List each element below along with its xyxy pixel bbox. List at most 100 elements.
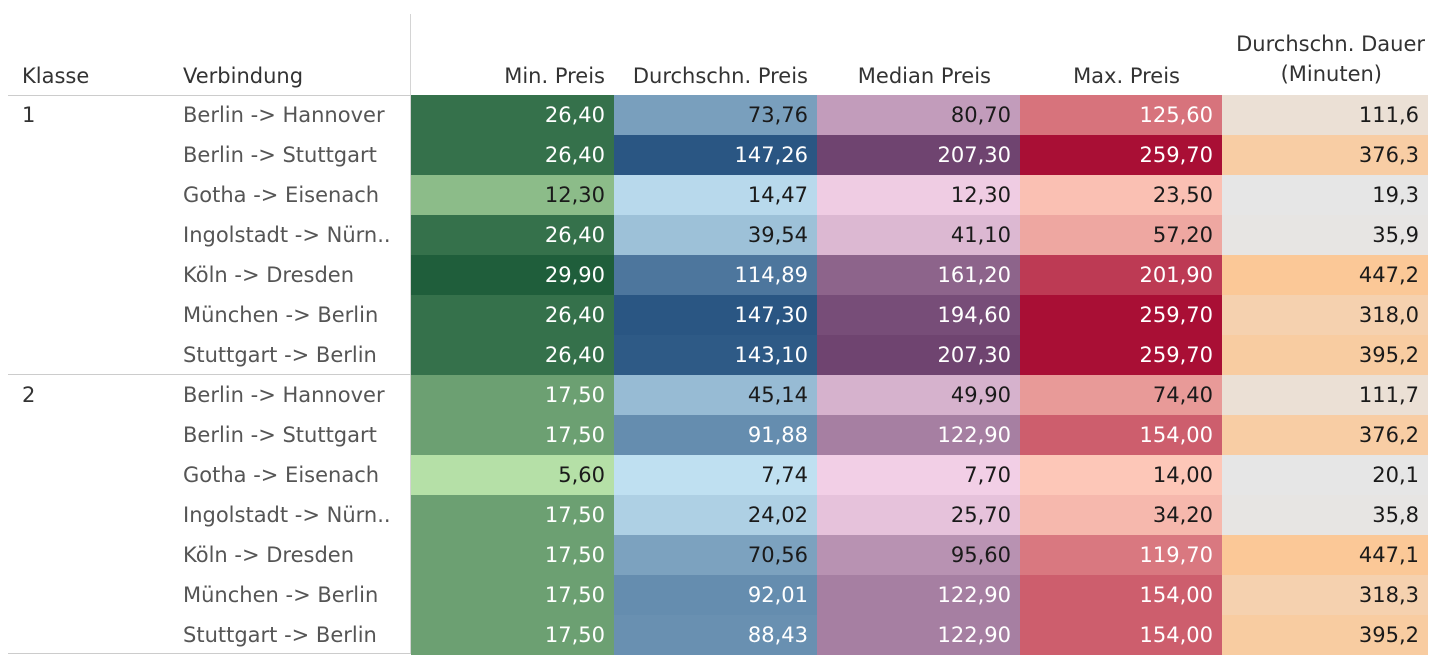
header-verbindung: Verbindung	[183, 64, 304, 88]
durchschn-dauer-cell: 395,2	[1222, 335, 1428, 375]
durchschn-preis-cell: 114,89	[614, 255, 817, 295]
table-row: Gotha -> Eisenach 12,30 14,47 12,30 23,50 19,…	[0, 175, 1436, 215]
verbindung-cell: Berlin -> Hannover	[183, 383, 385, 407]
verbindung-cell: Berlin -> Stuttgart	[183, 423, 377, 447]
max-preis-cell: 154,00	[1020, 615, 1222, 655]
max-preis-cell: 201,90	[1020, 255, 1222, 295]
header-dauer-line1: Durchschn. Dauer	[1236, 32, 1425, 56]
median-preis-cell: 25,70	[817, 495, 1020, 535]
durchschn-dauer-cell: 111,7	[1222, 375, 1428, 415]
durchschn-preis-cell: 70,56	[614, 535, 817, 575]
min-preis-cell: 5,60	[411, 455, 614, 495]
max-preis-cell: 259,70	[1020, 295, 1222, 335]
max-preis-cell: 259,70	[1020, 335, 1222, 375]
median-preis-cell: 161,20	[817, 255, 1020, 295]
header-min-preis: Min. Preis	[504, 64, 605, 88]
durchschn-preis-cell: 92,01	[614, 575, 817, 615]
median-preis-cell: 49,90	[817, 375, 1020, 415]
min-preis-cell: 17,50	[411, 375, 614, 415]
durchschn-dauer-cell: 318,3	[1222, 575, 1428, 615]
verbindung-cell: Gotha -> Eisenach	[183, 183, 380, 207]
min-preis-cell: 17,50	[411, 495, 614, 535]
max-preis-cell: 34,20	[1020, 495, 1222, 535]
min-preis-cell: 26,40	[411, 215, 614, 255]
median-preis-cell: 194,60	[817, 295, 1020, 335]
verbindung-cell: Köln -> Dresden	[183, 543, 355, 567]
durchschn-dauer-cell: 376,3	[1222, 135, 1428, 175]
durchschn-preis-cell: 88,43	[614, 615, 817, 655]
table-row: Ingolstadt -> Nürn.. 26,40 39,54 41,10 57,20…	[0, 215, 1436, 255]
median-preis-cell: 122,90	[817, 615, 1020, 655]
durchschn-dauer-cell: 376,2	[1222, 415, 1428, 455]
durchschn-dauer-cell: 35,8	[1222, 495, 1428, 535]
durchschn-preis-cell: 7,74	[614, 455, 817, 495]
table-row: Berlin -> Hannover 17,50 45,14 49,90 74,40 11…	[0, 375, 1436, 415]
min-preis-cell: 26,40	[411, 335, 614, 375]
min-preis-cell: 26,40	[411, 95, 614, 135]
max-preis-cell: 119,70	[1020, 535, 1222, 575]
durchschn-preis-cell: 39,54	[614, 215, 817, 255]
median-preis-cell: 207,30	[817, 335, 1020, 375]
median-preis-cell: 12,30	[817, 175, 1020, 215]
table-row: Köln -> Dresden 17,50 70,56 95,60 119,70 447,…	[0, 535, 1436, 575]
verbindung-cell: Stuttgart -> Berlin	[183, 623, 377, 647]
durchschn-preis-cell: 14,47	[614, 175, 817, 215]
min-preis-cell: 17,50	[411, 535, 614, 575]
table-row: München -> Berlin 26,40 147,30 194,60 259,70…	[0, 295, 1436, 335]
table-row: Stuttgart -> Berlin 26,40 143,10 207,30 259,…	[0, 335, 1436, 375]
verbindung-cell: München -> Berlin	[183, 303, 379, 327]
table-row: Berlin -> Stuttgart 17,50 91,88 122,90 154,0…	[0, 415, 1436, 455]
header-dauer-line2: (Minuten)	[1280, 62, 1382, 86]
table-row: München -> Berlin 17,50 92,01 122,90 154,00 3…	[0, 575, 1436, 615]
median-preis-cell: 95,60	[817, 535, 1020, 575]
min-preis-cell: 12,30	[411, 175, 614, 215]
verbindung-cell: Berlin -> Stuttgart	[183, 143, 377, 167]
table-row: Stuttgart -> Berlin 17,50 88,43 122,90 154,0…	[0, 615, 1436, 655]
durchschn-dauer-cell: 395,2	[1222, 615, 1428, 655]
durchschn-dauer-cell: 447,2	[1222, 255, 1428, 295]
verbindung-cell: Ingolstadt -> Nürn..	[183, 503, 391, 527]
max-preis-cell: 14,00	[1020, 455, 1222, 495]
durchschn-preis-cell: 91,88	[614, 415, 817, 455]
min-preis-cell: 29,90	[411, 255, 614, 295]
durchschn-preis-cell: 147,26	[614, 135, 817, 175]
durchschn-dauer-cell: 318,0	[1222, 295, 1428, 335]
durchschn-preis-cell: 143,10	[614, 335, 817, 375]
durchschn-dauer-cell: 19,3	[1222, 175, 1428, 215]
durchschn-dauer-cell: 447,1	[1222, 535, 1428, 575]
min-preis-cell: 17,50	[411, 415, 614, 455]
durchschn-dauer-cell: 111,6	[1222, 95, 1428, 135]
min-preis-cell: 17,50	[411, 615, 614, 655]
median-preis-cell: 41,10	[817, 215, 1020, 255]
header-klasse: Klasse	[22, 64, 90, 88]
header-median-preis: Median Preis	[857, 64, 991, 88]
median-preis-cell: 207,30	[817, 135, 1020, 175]
table-row: Berlin -> Hannover 26,40 73,76 80,70 125,60 1…	[0, 95, 1436, 135]
klasse-label: 1	[22, 103, 36, 127]
klasse-label: 2	[22, 383, 36, 407]
max-preis-cell: 125,60	[1020, 95, 1222, 135]
durchschn-preis-cell: 147,30	[614, 295, 817, 335]
durchschn-preis-cell: 45,14	[614, 375, 817, 415]
min-preis-cell: 26,40	[411, 135, 614, 175]
durchschn-dauer-cell: 35,9	[1222, 215, 1428, 255]
median-preis-cell: 80,70	[817, 95, 1020, 135]
median-preis-cell: 122,90	[817, 575, 1020, 615]
durchschn-preis-cell: 24,02	[614, 495, 817, 535]
verbindung-cell: Gotha -> Eisenach	[183, 463, 380, 487]
verbindung-cell: Stuttgart -> Berlin	[183, 343, 377, 367]
max-preis-cell: 74,40	[1020, 375, 1222, 415]
max-preis-cell: 259,70	[1020, 135, 1222, 175]
verbindung-cell: Berlin -> Hannover	[183, 103, 385, 127]
median-preis-cell: 122,90	[817, 415, 1020, 455]
verbindung-cell: München -> Berlin	[183, 583, 379, 607]
column-divider	[410, 14, 411, 654]
max-preis-cell: 154,00	[1020, 415, 1222, 455]
durchschn-preis-cell: 73,76	[614, 95, 817, 135]
table-row: Köln -> Dresden 29,90 114,89 161,20 201,90 44…	[0, 255, 1436, 295]
table-row: Berlin -> Stuttgart 26,40 147,26 207,30 259,…	[0, 135, 1436, 175]
min-preis-cell: 17,50	[411, 575, 614, 615]
max-preis-cell: 57,20	[1020, 215, 1222, 255]
durchschn-dauer-cell: 20,1	[1222, 455, 1428, 495]
header-durchschn-preis: Durchschn. Preis	[632, 64, 808, 88]
